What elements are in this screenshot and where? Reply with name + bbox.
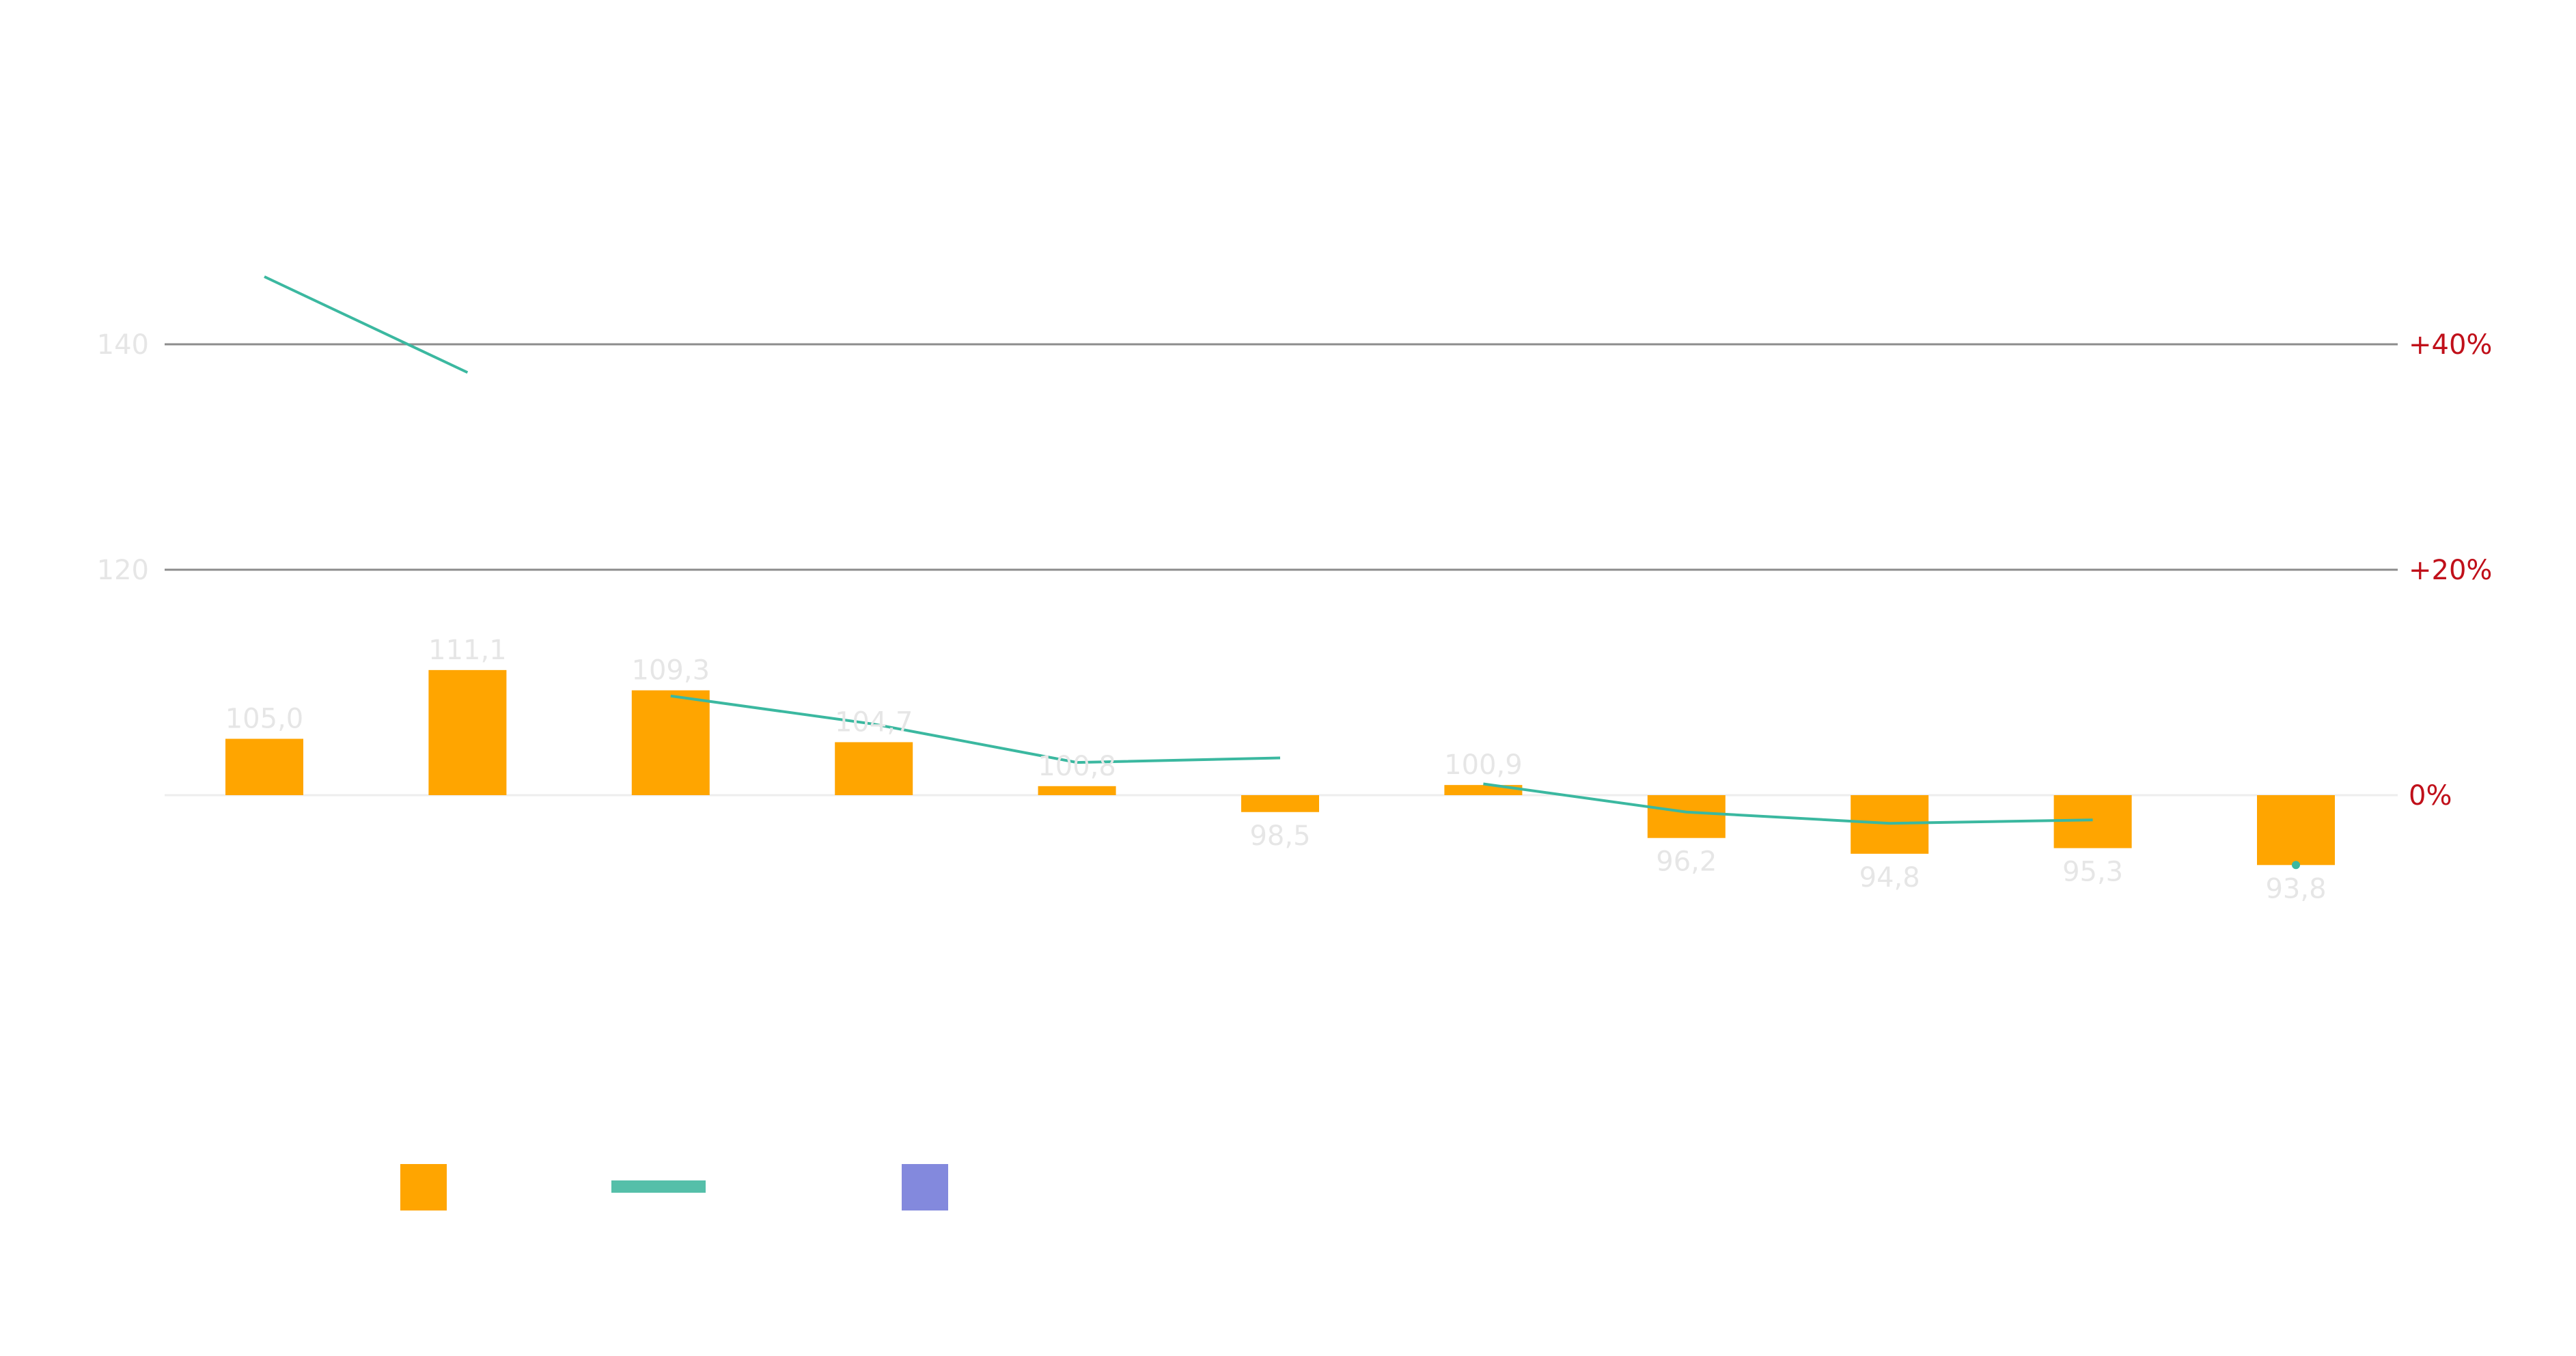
line-segment: [670, 694, 1281, 764]
bar-value-label: 104,7: [835, 706, 913, 738]
bar: [835, 742, 913, 795]
right-tick-label: 0%: [2409, 780, 2452, 812]
line-series: [264, 275, 2300, 870]
bar-series: [225, 669, 2335, 866]
right-axis: +40% +20% 0%: [2409, 329, 2492, 812]
bar-value-label: 100,9: [1444, 749, 1523, 781]
bar-value-label: 98,5: [1249, 820, 1310, 852]
bar-value-label: 96,2: [1656, 846, 1717, 878]
left-axis: 140 120: [97, 329, 149, 586]
bar-value-label: 95,3: [2062, 857, 2123, 888]
bar-value-label: 100,8: [1038, 751, 1116, 782]
bar: [1241, 795, 1319, 812]
bar-value-label: 94,8: [1859, 862, 1920, 894]
bar-value-label: 109,3: [632, 655, 710, 687]
bar: [428, 669, 507, 795]
bar: [631, 690, 710, 795]
bar-value-label: 111,1: [428, 635, 507, 666]
left-tick-label: 120: [97, 555, 149, 586]
legend-swatch-line: [611, 1180, 706, 1193]
line-point: [2292, 861, 2300, 870]
bar: [225, 738, 303, 795]
bar: [1038, 786, 1116, 795]
bar-value-label: 93,8: [2265, 873, 2326, 904]
line-segment: [1483, 782, 2093, 825]
legend: [400, 1164, 948, 1210]
bar-labels: 105,0 111,1 109,3 104,7 100,8 98,5 100,9 96,2 94…: [225, 635, 2327, 904]
right-tick-label: +20%: [2409, 555, 2492, 586]
right-tick-label: +40%: [2409, 329, 2492, 361]
legend-swatch: [902, 1164, 948, 1210]
legend-swatch: [400, 1164, 447, 1210]
left-tick-label: 140: [97, 329, 149, 361]
bar: [2257, 795, 2335, 866]
line-segment: [264, 275, 469, 374]
bar: [1647, 795, 1726, 838]
bar-value-label: 105,0: [225, 704, 304, 735]
